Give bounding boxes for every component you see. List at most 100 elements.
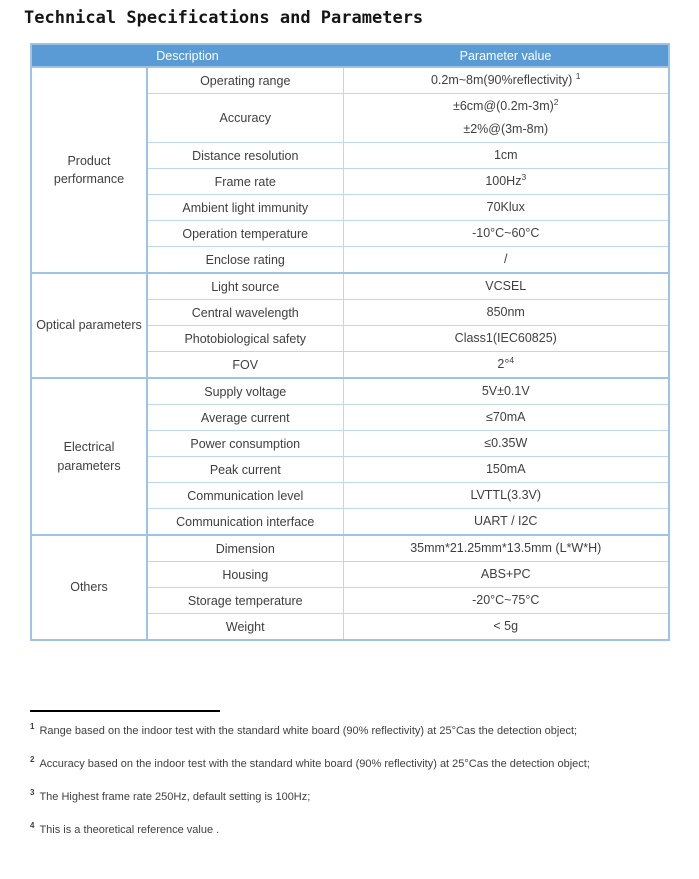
footnote-item: 3 The Highest frame rate 250Hz, default s… bbox=[30, 788, 311, 803]
spec-description-cell: Light source bbox=[146, 272, 344, 300]
footnote-item: 4 This is a theoretical reference value . bbox=[30, 821, 220, 836]
column-header-description: Description bbox=[31, 44, 343, 67]
spec-value-cell: UART / I2C bbox=[342, 508, 670, 536]
spec-value-cell: 100Hz3 bbox=[342, 168, 670, 195]
table-row: Electrical parameters Supply voltage 5V±0.… bbox=[30, 377, 670, 536]
column-header-parameter-value: Parameter value bbox=[343, 44, 669, 67]
table-row: Storage temperature -20°C~75°C bbox=[31, 587, 670, 614]
table-row: Peak current 150mA bbox=[31, 456, 670, 483]
spec-value-cell: -10°C~60°C bbox=[342, 220, 670, 247]
table-row: Operation temperature -10°C~60°C bbox=[31, 220, 670, 247]
spec-description-cell: Storage temperature bbox=[146, 587, 344, 614]
footnote-marker: 1 bbox=[30, 722, 35, 732]
spec-description-cell: Frame rate bbox=[146, 168, 344, 195]
footnote-marker: 2 bbox=[30, 755, 35, 765]
spec-value-line: UART / I2C bbox=[474, 514, 538, 528]
table-row: Central wavelength 850nm bbox=[31, 299, 670, 326]
spec-value-line: -10°C~60°C bbox=[472, 226, 540, 240]
spec-description-cell: Photobiological safety bbox=[146, 325, 344, 352]
spec-value-line: 100Hz3 bbox=[485, 171, 527, 188]
spec-description-cell: Communication level bbox=[146, 482, 344, 509]
spec-value-cell: ≤70mA bbox=[342, 404, 670, 431]
spec-value-line: LVTTL(3.3V) bbox=[470, 488, 542, 502]
spec-value-cell: VCSEL bbox=[342, 272, 670, 300]
spec-value-cell: / bbox=[342, 246, 670, 274]
spec-description-cell: Ambient light immunity bbox=[146, 194, 344, 221]
footnote-list: 1 Range based on the indoor test with the… bbox=[30, 722, 699, 836]
spec-value-cell: -20°C~75°C bbox=[342, 587, 670, 614]
spec-value-line: 35mm*21.25mm*13.5mm (L*W*H) bbox=[410, 541, 602, 555]
group-label-cell: Others bbox=[30, 534, 148, 641]
table-row: Enclose rating / bbox=[31, 246, 670, 274]
footnote-item: 2 Accuracy based on the indoor test with … bbox=[30, 755, 590, 770]
spec-description-cell: Power consumption bbox=[146, 430, 344, 457]
spec-value-cell: 35mm*21.25mm*13.5mm (L*W*H) bbox=[342, 534, 670, 562]
spec-value-cell: 0.2m~8m(90%reflectivity) 1 bbox=[342, 66, 670, 94]
spec-value-line: < 5g bbox=[493, 619, 519, 633]
spec-description-cell: Supply voltage bbox=[146, 377, 344, 405]
footnote-marker: 1 bbox=[575, 70, 581, 81]
spec-value-cell: 150mA bbox=[342, 456, 670, 483]
spec-description-cell: Weight bbox=[146, 613, 344, 641]
spec-value-line: 0.2m~8m(90%reflectivity) 1 bbox=[430, 70, 581, 87]
footnote-marker: 3 bbox=[30, 788, 35, 798]
table-row: Frame rate 100Hz3 bbox=[31, 168, 670, 195]
spec-value-line: Class1(IEC60825) bbox=[454, 331, 557, 345]
spec-description-cell: Distance resolution bbox=[146, 142, 344, 169]
spec-value-line: 850nm bbox=[486, 305, 525, 319]
spec-description-cell: Operating range bbox=[146, 66, 344, 94]
spec-value-cell: ABS+PC bbox=[342, 561, 670, 588]
footnotes-section: 1 Range based on the indoor test with the… bbox=[30, 710, 699, 836]
spec-description-cell: Average current bbox=[146, 404, 344, 431]
spec-value-cell: 1cm bbox=[342, 142, 670, 169]
table-row: Housing ABS+PC bbox=[31, 561, 670, 588]
spec-value-line: 2°4 bbox=[497, 354, 515, 371]
group-label-cell: Product performance bbox=[30, 66, 148, 274]
table-row: Product performance Operating range 0.2m~8… bbox=[30, 66, 670, 274]
group-label-cell: Optical parameters bbox=[30, 272, 148, 379]
spec-description-cell: Operation temperature bbox=[146, 220, 344, 247]
footnote-separator bbox=[30, 710, 220, 712]
table-row: Others Dimension 35mm*21.25mm*13.5mm (L*W*… bbox=[30, 534, 670, 641]
spec-description-cell: Peak current bbox=[146, 456, 344, 483]
document-page: Technical Specifications and Parameters … bbox=[0, 8, 699, 836]
spec-value-cell: ±6cm@(0.2m-3m)2 ±2%@(3m-8m) bbox=[342, 93, 670, 143]
table-row: Optical parameters Light source VCSEL bbox=[30, 272, 670, 379]
spec-value-line: ≤0.35W bbox=[484, 436, 528, 450]
footnote-marker: 2 bbox=[553, 96, 559, 107]
spec-value-line: VCSEL bbox=[485, 279, 527, 293]
footnote-marker: 4 bbox=[30, 821, 35, 831]
spec-table: Description Parameter value Product perf… bbox=[30, 43, 670, 641]
table-row: Average current ≤70mA bbox=[31, 404, 670, 431]
spec-value-line: / bbox=[504, 252, 508, 266]
spec-value-line: ≤70mA bbox=[485, 410, 526, 424]
spec-value-line: 70Klux bbox=[486, 200, 525, 214]
spec-value-line: -20°C~75°C bbox=[472, 593, 540, 607]
footnote-marker: 3 bbox=[521, 171, 527, 182]
spec-value-cell: 5V±0.1V bbox=[342, 377, 670, 405]
table-row: Weight < 5g bbox=[31, 613, 670, 641]
spec-value-line: ±2%@(3m-8m) bbox=[463, 122, 549, 136]
page-title: Technical Specifications and Parameters bbox=[24, 8, 424, 28]
table-row: Ambient light immunity 70Klux bbox=[31, 194, 670, 221]
spec-value-line: 150mA bbox=[485, 462, 526, 476]
spec-value-line: 1cm bbox=[493, 148, 518, 162]
table-row: Distance resolution 1cm bbox=[31, 142, 670, 169]
spec-description-cell: Housing bbox=[146, 561, 344, 588]
spec-value-cell: LVTTL(3.3V) bbox=[342, 482, 670, 509]
table-row: Accuracy ±6cm@(0.2m-3m)2 ±2%@(3m-8m) bbox=[31, 93, 670, 143]
spec-description-cell: Central wavelength bbox=[146, 299, 344, 326]
spec-value-cell: Class1(IEC60825) bbox=[342, 325, 670, 352]
table-header-row: Description Parameter value bbox=[31, 44, 669, 67]
spec-description-cell: Communication interface bbox=[146, 508, 344, 536]
spec-value-line: ±6cm@(0.2m-3m)2 bbox=[452, 96, 559, 113]
spec-value-cell: 850nm bbox=[342, 299, 670, 326]
spec-value-line: 5V±0.1V bbox=[481, 384, 530, 398]
spec-value-line: ABS+PC bbox=[480, 567, 531, 581]
table-row: FOV 2°4 bbox=[31, 351, 670, 379]
group-label-cell: Electrical parameters bbox=[30, 377, 148, 536]
spec-description-cell: Accuracy bbox=[146, 93, 344, 143]
table-row: Photobiological safety Class1(IEC60825) bbox=[31, 325, 670, 352]
spec-value-cell: < 5g bbox=[342, 613, 670, 641]
spec-value-cell: 70Klux bbox=[342, 194, 670, 221]
